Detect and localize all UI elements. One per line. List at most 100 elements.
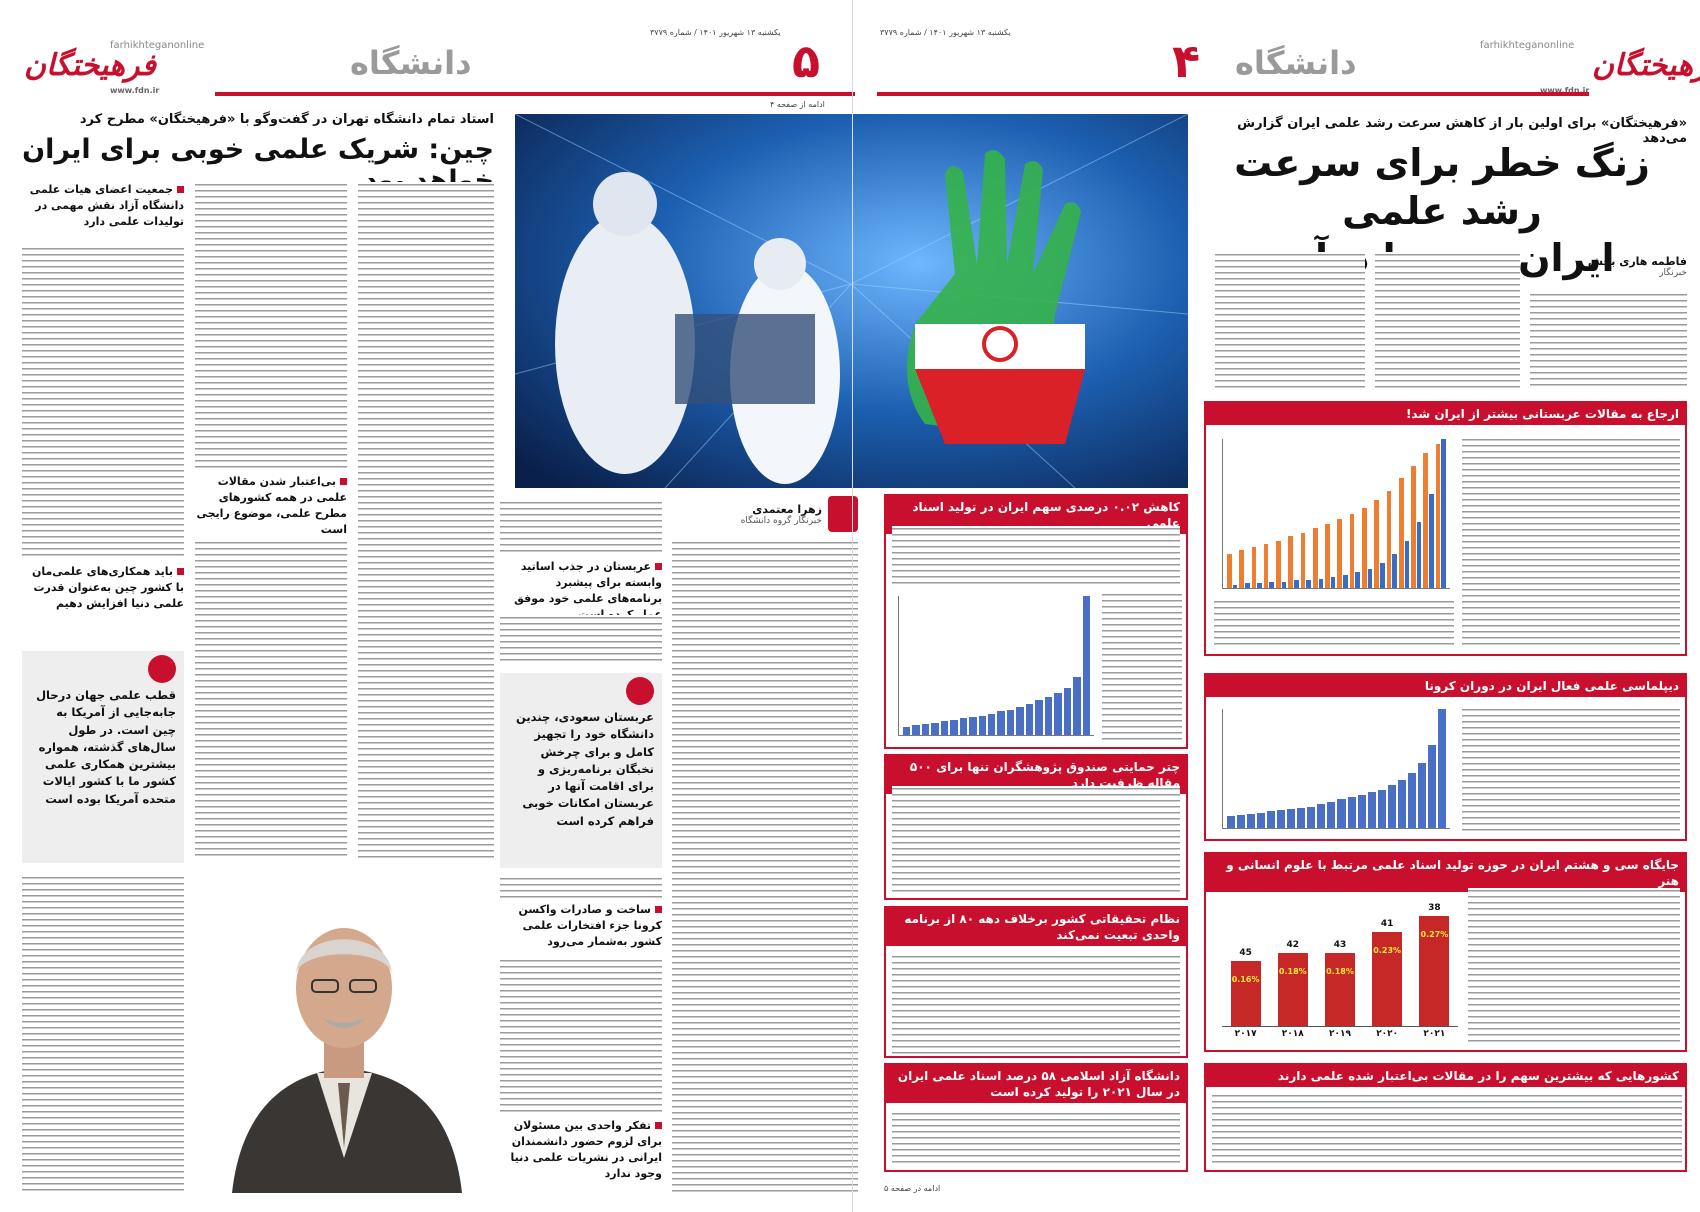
rank-label: 45 [1239, 947, 1252, 958]
bar [1232, 584, 1238, 588]
bar-group [1437, 709, 1446, 828]
bar-group [1054, 596, 1062, 735]
bar-group [1362, 439, 1373, 588]
text-column [1102, 592, 1182, 742]
pull-quote: قطب علمی جهان درحال جابه‌جایی از آمریکا … [22, 651, 184, 863]
bar [1237, 814, 1246, 828]
bar-group [1006, 596, 1015, 735]
author-box: زهرا معتمدی خبرنگار گروه دانشگاه [672, 494, 858, 534]
info-box: چتر حمایتی صندوق پژوهشگران تنها برای ۵۰۰… [884, 754, 1188, 900]
x-tick-label: ۲۰۲۰ [1376, 1029, 1399, 1039]
info-box: کاهش ۰.۰۲ درصدی سهم ایران در تولید اسناد… [884, 494, 1188, 749]
bar [1318, 578, 1324, 588]
text-column [672, 540, 858, 1193]
bar-group [1267, 709, 1276, 828]
bar-group [988, 596, 996, 735]
bar [1288, 536, 1293, 588]
author-role: خبرنگار گروه دانشگاه [740, 515, 822, 526]
bar-group [1226, 439, 1238, 588]
bar-group [1044, 596, 1053, 735]
bar [1073, 676, 1081, 735]
text-column [1215, 252, 1365, 390]
bar-group [1073, 596, 1081, 735]
x-tick-label: ۲۰۱۷ [1234, 1029, 1257, 1039]
bar [1392, 553, 1397, 588]
subhead: بی‌اعتبار شدن مقالات علمی در همه کشورهای… [196, 475, 347, 536]
bar [1267, 811, 1276, 828]
bar-group [1257, 709, 1266, 828]
bar-group [1387, 709, 1396, 828]
bar-group [1337, 439, 1348, 588]
bar-group [978, 596, 987, 735]
date: یکشنبه ۱۳ شهریور ۱۴۰۱ / شماره ۳۷۷۹ [880, 28, 1011, 37]
bar [1362, 508, 1367, 588]
bar [1293, 580, 1299, 588]
share-label: 0.18% [1278, 966, 1307, 976]
text-column [500, 876, 662, 898]
bar [1035, 700, 1043, 735]
bar [1244, 583, 1250, 588]
web: www.fdn.ir [1540, 86, 1590, 95]
subhead: تفکر واحدی بین مسئولان برای لزوم حضور دا… [500, 1118, 662, 1182]
bar [1226, 553, 1232, 588]
bar-group [1374, 439, 1385, 588]
bar-group [1237, 709, 1246, 828]
bar-group [1377, 709, 1386, 828]
x-tick-label: ۲۰۱۹ [1329, 1029, 1351, 1039]
bar [1367, 792, 1376, 828]
bar-chart [1222, 709, 1450, 829]
text-column [1462, 707, 1680, 835]
box-title: دانشگاه آزاد اسلامی ۵۸ درصد اسناد علمی ا… [886, 1065, 1186, 1104]
subhead: جمعیت اعضای هیات علمی دانشگاه آزاد نقش م… [22, 182, 184, 230]
bar [1416, 522, 1422, 588]
bar [1429, 493, 1434, 588]
text-column [1214, 599, 1454, 649]
bar [1297, 807, 1306, 828]
bar-group [1367, 709, 1376, 828]
bar-group [1277, 709, 1286, 828]
bar-group [1025, 596, 1034, 735]
bar-group [1398, 439, 1410, 588]
bar [1277, 810, 1286, 828]
bar [1257, 812, 1266, 828]
text-column [892, 526, 1180, 586]
share-label: 0.27% [1420, 930, 1449, 939]
bar-group [1407, 709, 1416, 828]
bar-group [1347, 709, 1356, 828]
bar [959, 718, 968, 735]
quote-box: عربستان سعودی، چندین دانشگاه خود را تجهی… [500, 673, 662, 868]
info-box: دانشگاه آزاد اسلامی ۵۸ درصد اسناد علمی ا… [884, 1063, 1188, 1172]
bar [1317, 804, 1326, 828]
bar-group [1035, 596, 1043, 735]
author-role: خبرنگار [1659, 268, 1687, 278]
bar [1263, 544, 1269, 588]
bar [1367, 569, 1373, 588]
bar-group [969, 596, 977, 735]
bar [1427, 744, 1436, 828]
rule [877, 92, 1589, 96]
bar-group [1386, 439, 1397, 588]
rank-label: 38 [1428, 903, 1441, 913]
bar-group [1349, 439, 1361, 588]
bar [1417, 762, 1426, 828]
bar [1407, 773, 1416, 828]
text-column [1375, 252, 1520, 390]
bar [1054, 693, 1062, 735]
x-tick-label: ۲۰۲۱ [1423, 1029, 1446, 1039]
bar [1307, 806, 1316, 828]
bar [1063, 687, 1072, 735]
bar [1312, 528, 1318, 588]
author-box: فاطمه هاری بخش خبرنگار [1530, 255, 1687, 278]
bar-chart [1222, 439, 1450, 589]
pull-quote-text: قطب علمی جهان درحال جابه‌جایی از آمریکا … [36, 688, 176, 806]
x-tick-label: ۲۰۱۸ [1281, 1029, 1304, 1039]
headline-line: زنگ خطر برای سرعت رشد علمی [1234, 141, 1650, 233]
bar-group [959, 596, 968, 735]
bar [969, 716, 977, 735]
bar-group [1082, 596, 1090, 735]
page-number: ۵ [792, 34, 821, 88]
bar-group [1423, 439, 1434, 588]
section: دانشگاه [1235, 44, 1357, 82]
bar-group [1247, 709, 1256, 828]
